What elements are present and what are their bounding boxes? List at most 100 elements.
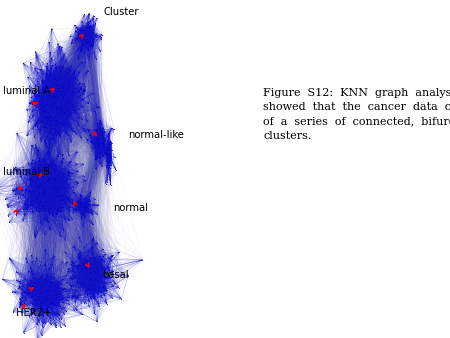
- Point: [59, 88, 67, 93]
- Point: [71, 70, 78, 75]
- Point: [87, 31, 94, 36]
- Point: [80, 41, 87, 46]
- Point: [42, 102, 49, 107]
- Point: [57, 324, 64, 330]
- Point: [58, 56, 65, 62]
- Point: [32, 187, 40, 192]
- Point: [75, 262, 82, 268]
- Point: [41, 291, 49, 296]
- Point: [105, 275, 112, 281]
- Point: [107, 153, 114, 158]
- Point: [75, 295, 82, 300]
- Point: [83, 199, 90, 205]
- Point: [46, 117, 54, 123]
- Point: [69, 260, 76, 266]
- Point: [68, 259, 75, 264]
- Point: [55, 81, 62, 87]
- Point: [107, 153, 114, 158]
- Point: [47, 65, 54, 70]
- Point: [70, 75, 77, 80]
- Point: [87, 139, 94, 145]
- Point: [13, 167, 20, 173]
- Point: [79, 43, 86, 48]
- Point: [86, 11, 93, 16]
- Point: [74, 179, 81, 185]
- Point: [46, 93, 53, 98]
- Point: [56, 192, 63, 198]
- Point: [17, 303, 24, 308]
- Point: [40, 298, 47, 303]
- Point: [82, 258, 89, 263]
- Point: [109, 253, 116, 258]
- Point: [52, 322, 59, 328]
- Point: [29, 108, 36, 114]
- Point: [51, 73, 58, 78]
- Point: [30, 197, 37, 203]
- Point: [95, 288, 102, 293]
- Point: [43, 287, 50, 292]
- Point: [104, 151, 111, 157]
- Point: [57, 198, 64, 203]
- Point: [41, 232, 48, 237]
- Point: [86, 201, 93, 207]
- Point: [31, 65, 38, 71]
- Point: [85, 26, 92, 32]
- Point: [61, 201, 68, 207]
- Point: [80, 81, 87, 87]
- Point: [60, 305, 68, 311]
- Point: [50, 175, 57, 180]
- Point: [65, 301, 72, 307]
- Point: [44, 149, 51, 154]
- Point: [90, 29, 97, 35]
- Point: [71, 107, 78, 113]
- Point: [31, 92, 38, 97]
- Point: [65, 86, 72, 91]
- Point: [75, 256, 82, 261]
- Point: [30, 292, 37, 298]
- Point: [38, 78, 45, 83]
- Point: [92, 277, 99, 282]
- Point: [39, 204, 46, 210]
- Point: [110, 127, 117, 132]
- Point: [83, 287, 90, 293]
- Point: [52, 121, 59, 127]
- Point: [83, 264, 90, 270]
- Point: [33, 301, 40, 307]
- Point: [40, 164, 48, 169]
- Point: [57, 99, 64, 105]
- Point: [29, 126, 36, 131]
- Point: [52, 61, 59, 67]
- Point: [63, 260, 71, 265]
- Point: [105, 143, 112, 149]
- Point: [74, 198, 81, 203]
- Point: [39, 320, 46, 325]
- Point: [94, 300, 101, 306]
- Point: [105, 133, 112, 138]
- Point: [38, 179, 45, 185]
- Text: Cluster: Cluster: [103, 7, 139, 17]
- Point: [60, 91, 68, 96]
- Point: [66, 204, 73, 210]
- Point: [43, 61, 50, 66]
- Point: [32, 298, 40, 303]
- Point: [84, 292, 91, 298]
- Point: [88, 44, 95, 49]
- Point: [32, 52, 40, 57]
- Point: [46, 226, 54, 232]
- Point: [91, 287, 98, 293]
- Point: [45, 219, 52, 225]
- Point: [16, 302, 23, 307]
- Point: [9, 289, 16, 295]
- Point: [58, 72, 65, 78]
- Point: [60, 93, 67, 98]
- Point: [90, 257, 98, 262]
- Point: [45, 40, 53, 45]
- Point: [34, 78, 41, 84]
- Point: [35, 177, 42, 182]
- Point: [102, 181, 109, 187]
- Point: [58, 83, 65, 89]
- Point: [94, 253, 101, 258]
- Point: [102, 151, 109, 156]
- Point: [94, 291, 101, 296]
- Point: [52, 88, 59, 93]
